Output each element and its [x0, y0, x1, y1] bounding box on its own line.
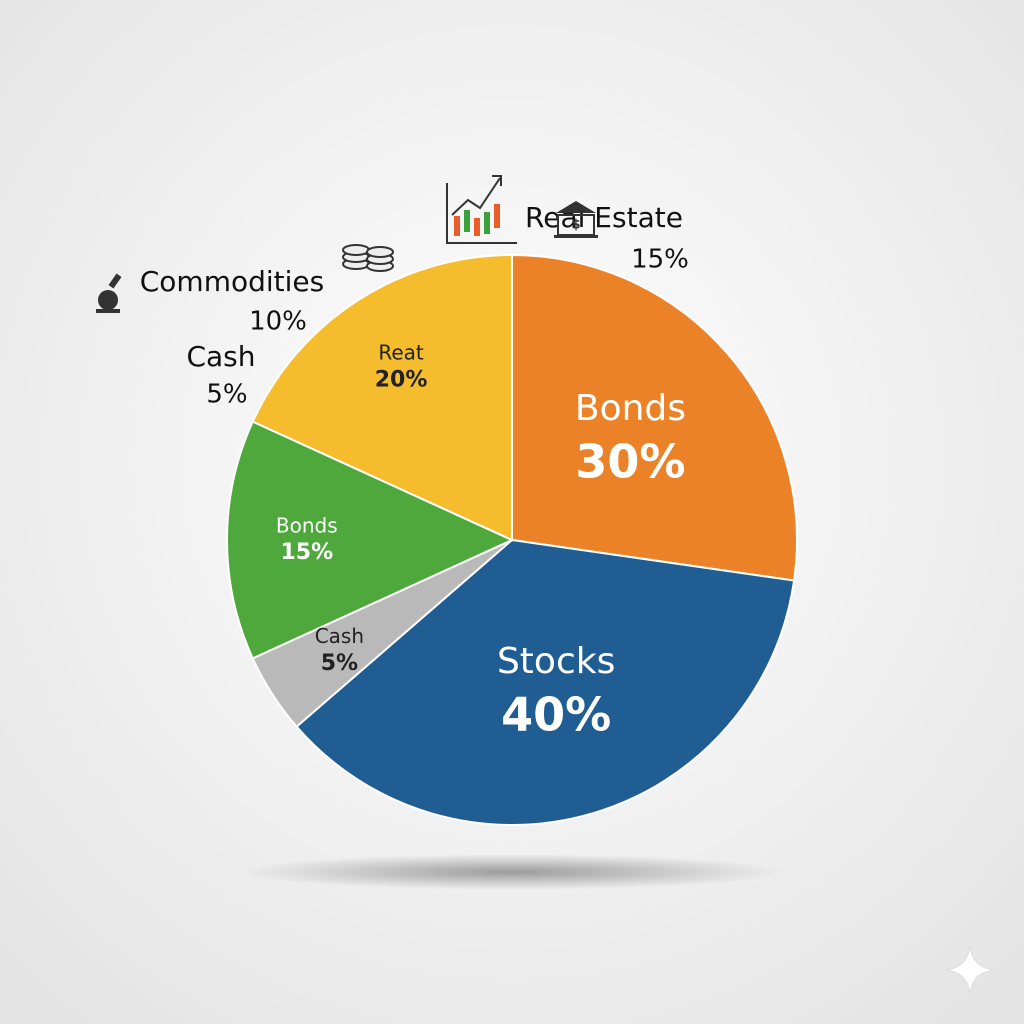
pie-slice [511, 253, 798, 582]
coins-icon [342, 244, 394, 272]
pie-slice [295, 538, 796, 826]
annotation-value: 5% [206, 380, 247, 410]
value-label: 20% [375, 368, 428, 393]
building-icon: $ [554, 201, 598, 238]
annotation-label: Cash [186, 340, 255, 373]
value-label: 5% [321, 651, 358, 676]
labels: Bonds 30% Stocks 40% Cash 5% Bonds 15% Reat 20% Re… [140, 201, 689, 742]
slices [226, 253, 798, 826]
slice-label: Bonds [575, 388, 686, 429]
svg-text:$: $ [571, 218, 580, 233]
value-label: 40% [501, 688, 611, 742]
commodities-icon [96, 273, 122, 313]
slice-label: Stocks [497, 641, 615, 682]
annotation-value: 10% [249, 307, 307, 337]
pie-slice [251, 253, 513, 542]
value-label: 15% [280, 540, 333, 565]
shadow [242, 854, 782, 890]
value-label: 30% [575, 434, 685, 488]
annotation-label: Commodities [140, 265, 325, 298]
chart-icon [446, 175, 517, 244]
slice-label: Cash [315, 624, 364, 648]
annotation-label: Real Estate [525, 201, 683, 234]
annotation-value: 15% [631, 245, 689, 275]
slice-label: Reat [378, 341, 424, 365]
sparkle [944, 944, 996, 996]
pie-slice [226, 420, 515, 660]
slice-label: Bonds [276, 513, 338, 537]
